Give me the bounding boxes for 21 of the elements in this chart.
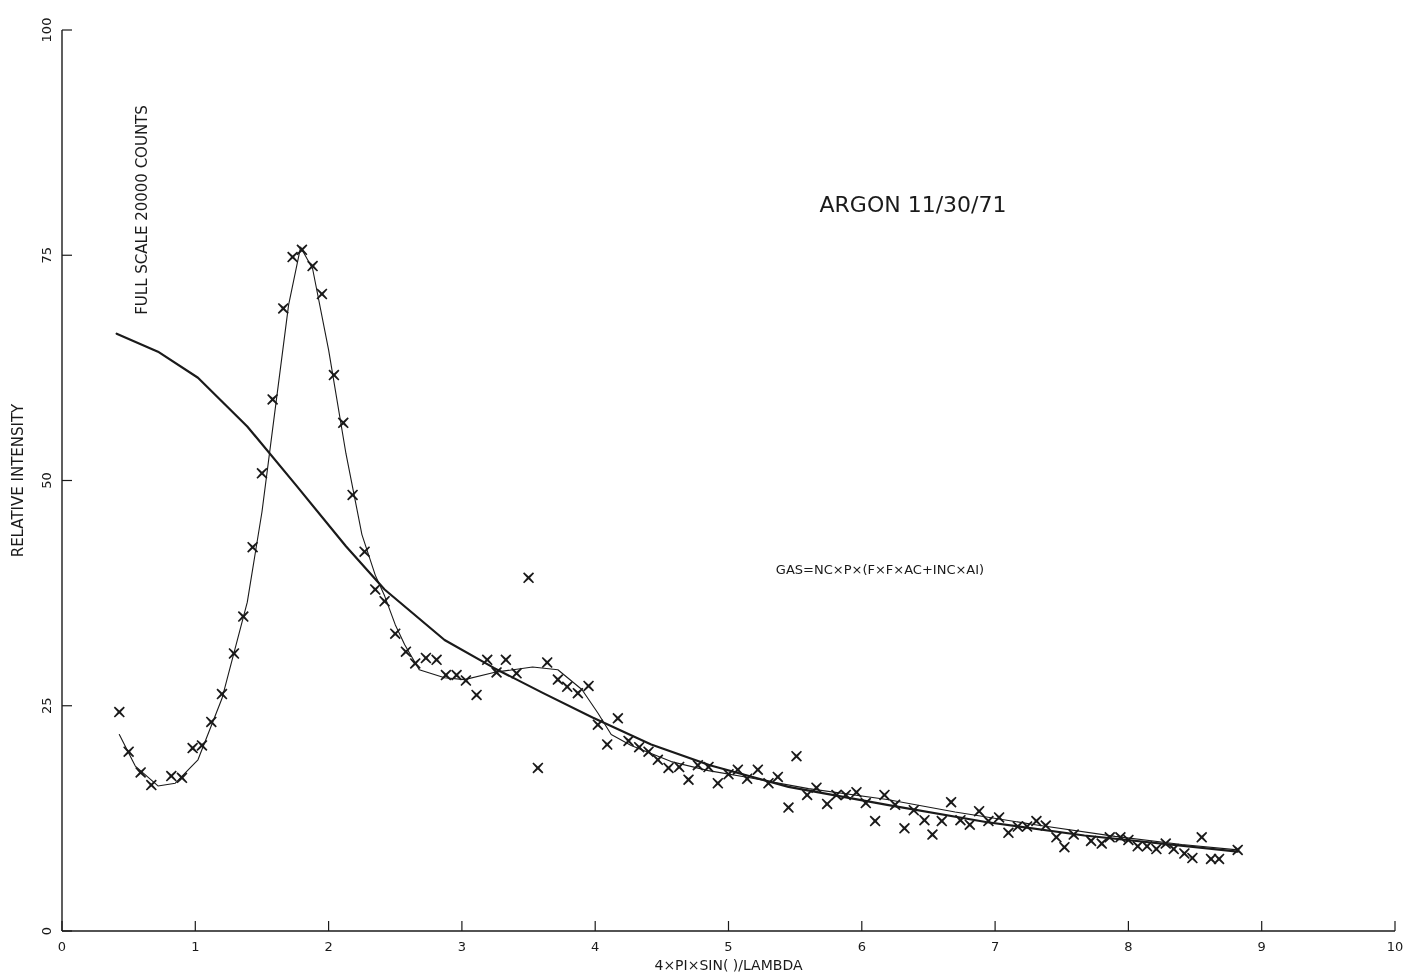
x-tick-label: 3 [457, 939, 467, 954]
y-tick-label: 50 [38, 472, 54, 489]
y-axis-title: RELATIVE INTENSITY [9, 402, 27, 558]
x-tick-label: 1 [191, 939, 200, 954]
y-tick-label: 25 [38, 697, 54, 715]
annotation: FULL SCALE 20000 COUNTS [133, 105, 151, 315]
x-tick-label: 5 [724, 939, 733, 954]
annotation: GAS=NC×P×(F×F×AC+INC×AI) [775, 561, 985, 577]
x-tick-label: 0 [57, 939, 67, 954]
x-tick-label: 4 [591, 939, 600, 954]
x-axis-title: 4×PI×SIN( )/LAMBDA [654, 957, 803, 973]
y-tick-label: 75 [38, 246, 54, 264]
x-tick-label: 2 [324, 939, 333, 954]
x-tick-label: 7 [990, 939, 1000, 954]
x-tick-label: 8 [1124, 939, 1133, 954]
text: ARGON 11/30/71 [819, 192, 1007, 217]
y-tick-label: 100 [38, 17, 54, 43]
x-tick-label: 9 [1257, 939, 1266, 954]
x-tick-label: 10 [1386, 939, 1404, 954]
x-tick-label: 6 [857, 939, 866, 954]
y-tick-label: 0 [38, 926, 54, 936]
